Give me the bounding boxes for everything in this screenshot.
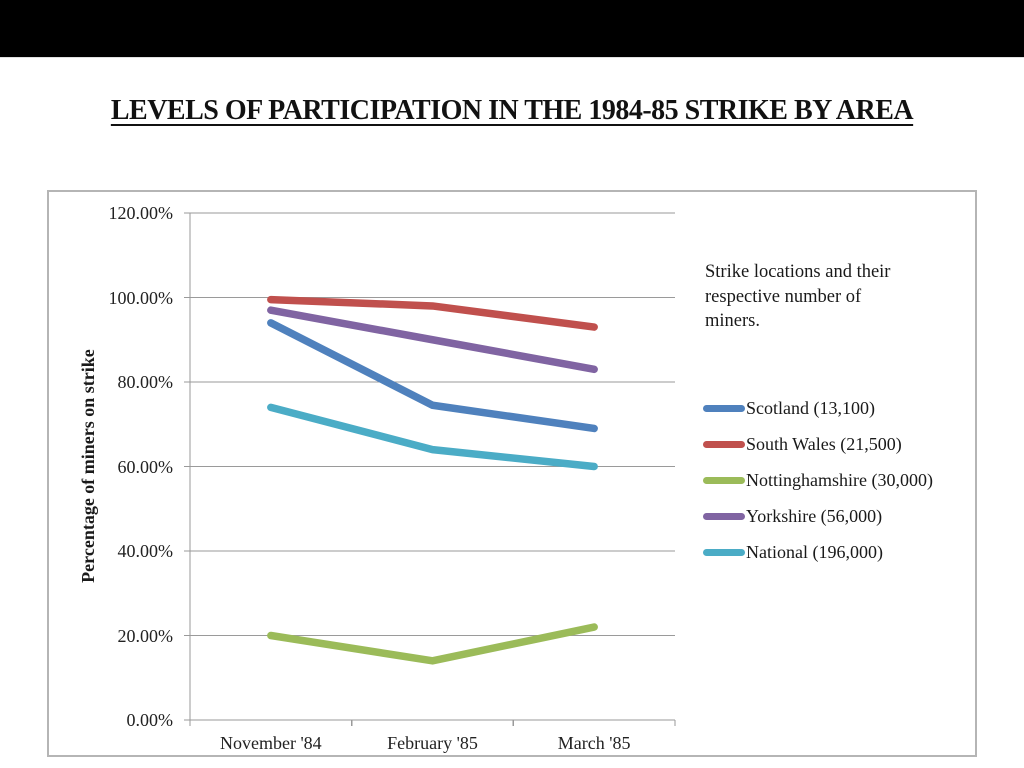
y-tick-label: 20.00% [117,625,174,646]
legend-label: Yorkshire (56,000) [746,505,883,526]
legend-label: National (196,000) [746,541,883,562]
y-tick-label: 80.00% [117,372,174,392]
legend-label: South Wales (21,500) [746,433,902,454]
legend: Scotland (13,100) South Wales (21,500) Not… [703,390,973,570]
series-line-0 [267,319,598,433]
legend-item: Yorkshire (56,000) [703,498,973,534]
legend-item: Nottinghamshire (30,000) [703,462,973,498]
legend-item: Scotland (13,100) [703,390,973,426]
y-tick-label: 0.00% [126,710,174,730]
y-tick-label: 100.00% [108,287,174,308]
x-tick-label: February '85 [387,733,478,753]
x-tick-label: March '85 [557,733,631,753]
series-line-3 [267,306,598,374]
gridlines-group [184,212,676,726]
y-tick-label: 120.00% [108,203,174,223]
series-line-2 [267,623,598,665]
top-letterbox [0,0,1024,58]
legend-item: South Wales (21,500) [703,426,973,462]
chart-main-title: LEVELS OF PARTICIPATION IN THE 1984-85 S… [110,95,914,126]
chart-frame: Percentage of miners on strike 120.00% 10… [47,190,977,757]
legend-item: National (196,000) [703,534,973,570]
y-tick-label: 60.00% [117,456,174,477]
y-tick-label: 40.00% [117,541,174,561]
legend-swatch [703,440,745,448]
legend-label: Nottinghamshire (30,000) [746,469,933,490]
series-line-1 [267,295,598,331]
legend-swatch [703,476,745,484]
legend-note: Strike locations and their respective nu… [705,262,891,332]
legend-swatch [703,512,745,520]
series-line-4 [267,403,598,471]
legend-swatch [703,548,745,556]
plot-area [184,212,676,726]
x-tick-label: November '84 [219,733,322,753]
legend-label: Scotland (13,100) [746,397,875,418]
legend-swatch [703,404,745,412]
